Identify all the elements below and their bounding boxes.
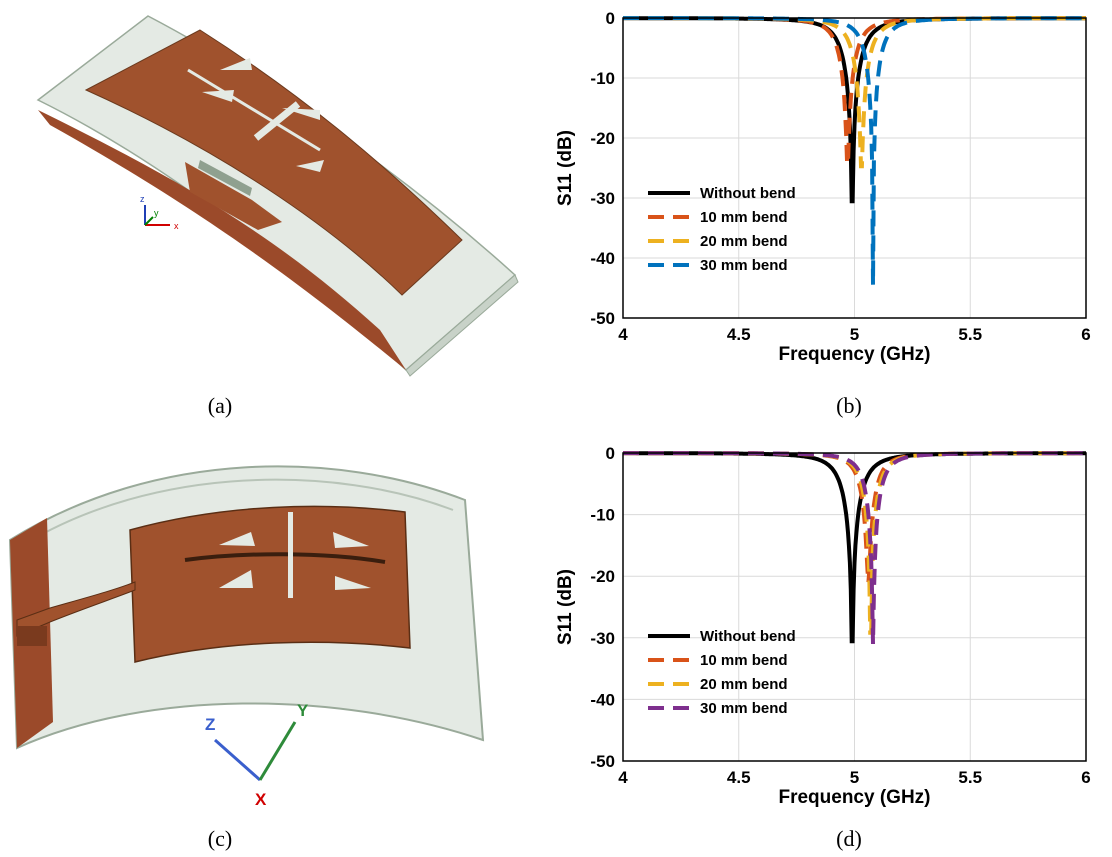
legend-label: 10 mm bend	[700, 652, 788, 669]
s11-chart-b: 4 4.5 5 5.5 6 0 -10 -20 -30 -40 -50 Frequency (GHz)…	[555, 9, 1091, 365]
x-tick-label: 4	[618, 325, 628, 344]
x-tick-label: 4.5	[727, 768, 751, 787]
triangle-slot	[220, 58, 252, 70]
axis-y-label: y	[154, 208, 159, 218]
x-axis-label: Frequency (GHz)	[778, 787, 930, 808]
y-axis-label: S11 (dB)	[555, 130, 576, 206]
feed-port	[17, 626, 47, 646]
caption-a: (a)	[207, 393, 233, 418]
y-axis-label: S11 (dB)	[555, 569, 576, 645]
legend-label: 20 mm bend	[700, 676, 788, 693]
y-tick-label: -50	[590, 309, 615, 328]
x-tick-label: 6	[1081, 325, 1090, 344]
triangle-slot	[219, 570, 253, 588]
s11-chart-d: 4 4.5 5 5.5 6 0 -10 -20 -30 -40 -50 Frequency (GHz)…	[555, 444, 1091, 808]
y-tick-label: -10	[590, 69, 615, 88]
antenna-bent-illustration-c: Z Y X	[8, 465, 485, 809]
axis-x-label: X	[255, 790, 267, 809]
copper-patch	[84, 29, 463, 296]
axis-triad-a: z x y	[140, 194, 179, 231]
x-tick-label: 4	[618, 768, 628, 787]
x-tick-label: 5	[850, 325, 859, 344]
legend-label: Without bend	[700, 185, 796, 202]
y-tick-label: -10	[590, 506, 615, 525]
axis-x-label: x	[174, 221, 179, 231]
triangle-slot	[333, 532, 369, 548]
x-tick-label: 6	[1081, 768, 1090, 787]
panel-d-chart: 4 4.5 5 5.5 6 0 -10 -20 -30 -40 -50 Frequency (GHz)…	[540, 435, 1100, 820]
panel-a-antenna-view: z x y	[20, 10, 540, 380]
triangle-slot	[282, 108, 320, 120]
legend-label: Without bend	[700, 628, 796, 645]
x-axis-label: Frequency (GHz)	[778, 344, 930, 365]
y-tick-label: -40	[590, 249, 615, 268]
antenna-bent-illustration-a: z x y	[36, 15, 519, 377]
triangle-slot	[335, 576, 371, 590]
caption-d: (d)	[836, 826, 862, 851]
x-tick-label: 4.5	[727, 325, 751, 344]
y-tick-label: -50	[590, 752, 615, 771]
horizontal-slot	[187, 68, 321, 152]
legend-label: 10 mm bend	[700, 209, 788, 226]
axis-y-label: Y	[297, 701, 309, 720]
caption-b: (b)	[836, 393, 862, 418]
legend-label: 30 mm bend	[700, 257, 788, 274]
substrate-edge	[405, 274, 519, 377]
plot-frame	[622, 17, 1087, 319]
y-tick-label: -40	[590, 690, 615, 709]
y-tick-label: -20	[590, 567, 615, 586]
legend-label: 20 mm bend	[700, 233, 788, 250]
axis-z-label: Z	[205, 715, 215, 734]
x-tick-label: 5.5	[958, 768, 982, 787]
feed-line	[185, 162, 282, 230]
y-tick-label: -20	[590, 129, 615, 148]
caption-c: (c)	[207, 826, 233, 851]
y-tick-label: -30	[590, 629, 615, 648]
copper-ground	[38, 110, 406, 370]
plot-frame	[622, 452, 1087, 762]
feed-line	[16, 581, 136, 637]
y-tick-label: -30	[590, 189, 615, 208]
axis-z-label: z	[140, 194, 145, 204]
horizontal-slot	[184, 552, 386, 564]
y-tick-label: 0	[606, 444, 615, 463]
substrate-edge	[22, 478, 454, 546]
triangle-slot	[219, 532, 255, 546]
feed-port	[198, 160, 252, 196]
x-tick-label: 5.5	[958, 325, 982, 344]
triangle-slot	[202, 90, 234, 102]
copper-patch	[129, 505, 411, 663]
axis-triad-c: Z Y X	[205, 701, 309, 809]
vertical-slot	[288, 512, 293, 598]
legend-label: 30 mm bend	[700, 700, 788, 717]
y-tick-label: 0	[606, 9, 615, 28]
panel-b-chart: 4 4.5 5 5.5 6 0 -10 -20 -30 -40 -50 Frequency (GHz)…	[540, 0, 1100, 380]
x-tick-label: 5	[850, 768, 859, 787]
triangle-slot	[296, 160, 324, 172]
panel-c-antenna-view: Z Y X	[5, 440, 525, 810]
